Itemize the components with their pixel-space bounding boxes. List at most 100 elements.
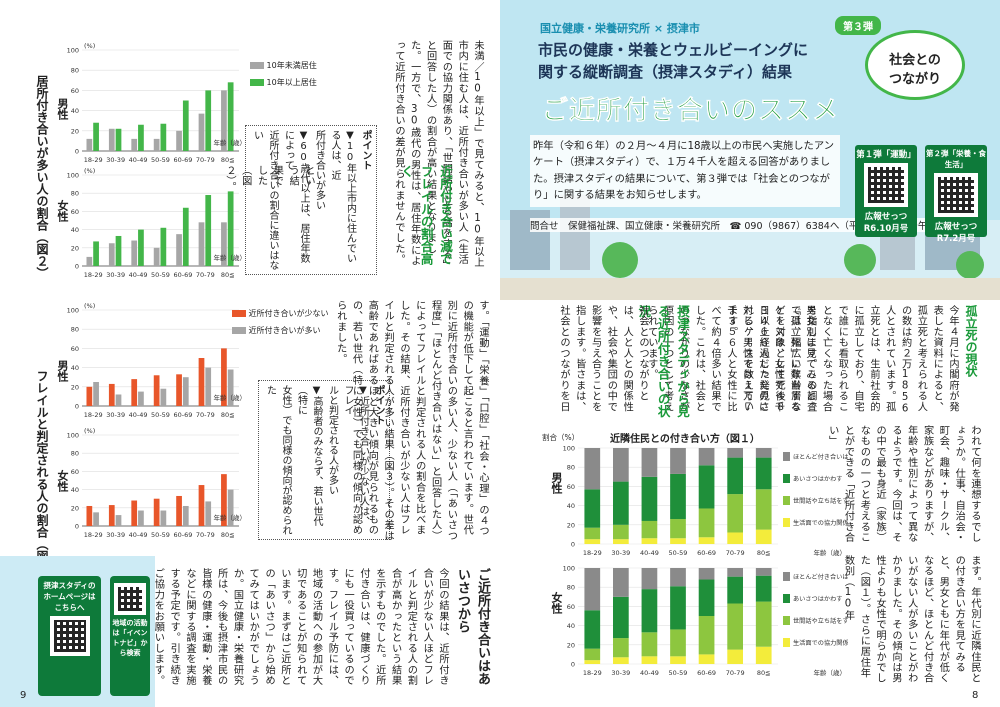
x-tick-label: 70-79 xyxy=(726,669,745,677)
stacked-bar-segment xyxy=(727,457,743,495)
bar xyxy=(182,377,189,406)
heading-study: 摂津スタディから見る近所付き合いの状況 xyxy=(636,305,690,418)
page-9: 居所付き合いが多い人の割合（図２） 男性 女性 0 20 40 60 80 100 (%) 1… xyxy=(0,0,500,707)
x-unit-label: 年齢（歳） xyxy=(214,513,247,522)
point-box-3: ポイント ▼近所付き合いが少ない人は、フレイ ルと判定される人が多い ▼高齢者の… xyxy=(258,380,390,540)
bar xyxy=(227,489,234,526)
bar xyxy=(227,191,234,266)
heading-greeting: ご近所付き合いはあいさつから xyxy=(454,568,490,685)
legend-label: 生活面での協力関係あり xyxy=(793,639,848,647)
stacked-bar-segment xyxy=(670,538,686,544)
chart2-female: 0 20 40 60 80 100 (%) 18-29 30-39 40-49 50-59 60-69… xyxy=(62,165,247,280)
hp-link[interactable]: 摂津スタディのホームページはこちらへ xyxy=(38,576,101,696)
legend-swatch xyxy=(783,638,790,647)
body-isolation: 今年４月に内閣府が発表した資料によると、孤立死と考えられる人の数は約２万1856… xyxy=(725,305,958,416)
stacked-bar-segment xyxy=(670,568,686,587)
x-tick-label: 60-69 xyxy=(697,669,716,677)
y-tick-label: 100 xyxy=(67,307,79,315)
bar xyxy=(182,207,189,266)
y-tick-label: 0 xyxy=(571,661,575,669)
x-tick-label: 50-59 xyxy=(151,531,170,539)
bar xyxy=(182,100,189,151)
stacked-bar-segment xyxy=(613,539,629,544)
body-isolation-2: 男女別に見てみると、「孤立死」に数当するケースは、女性で４千３４６６人だったのに… xyxy=(645,305,815,412)
y-tick-label: 40 xyxy=(71,364,79,372)
stacked-bar-segment xyxy=(613,448,629,482)
stacked-bar-segment xyxy=(755,568,772,576)
bar xyxy=(221,474,227,526)
legend-label: ほとんど付き合いはない xyxy=(793,453,848,461)
heading-frail: 近所付き合い減でフレイルの割合高く xyxy=(399,165,453,265)
org-line: 国立健康・栄養研究所 × 摂津市 xyxy=(540,22,700,35)
y-unit-label: (%) xyxy=(84,302,95,310)
stacked-bar-segment xyxy=(641,520,658,539)
x-tick-label: 80≦ xyxy=(757,669,771,677)
point-line: 所付き合いが多い xyxy=(313,130,325,210)
x-tick-label: 40-49 xyxy=(129,411,148,419)
chart3-female: 0 20 40 60 80 100 (%) 18-29 30-39 40-49 50-59 60-69… xyxy=(62,425,247,540)
bar xyxy=(205,90,212,151)
x-tick-label: 80≦ xyxy=(221,411,235,419)
header-banner: 国立健康・栄養研究所 × 摂津市 市民の健康・栄養とウェルビーイングに 関する縦… xyxy=(500,0,1000,300)
x-tick-label: 30-39 xyxy=(106,531,125,539)
stacked-bar-segment xyxy=(613,524,629,540)
bar xyxy=(198,485,205,526)
point-title: ポイント xyxy=(373,385,384,425)
legend-item: 10年未満居住 xyxy=(250,60,317,71)
y-tick-label: 0 xyxy=(75,148,79,156)
bar xyxy=(153,138,160,151)
stacked-bar-segment xyxy=(698,448,715,466)
y-tick-label: 100 xyxy=(67,47,79,55)
x-tick-label: 40-49 xyxy=(129,271,148,279)
chart1-female-label: 女性 xyxy=(550,592,563,614)
legend-swatch xyxy=(783,474,790,483)
legend-swatch xyxy=(783,452,790,461)
y-tick-label: 40 xyxy=(71,107,79,115)
y-tick-label: 20 xyxy=(71,504,79,512)
x-tick-label: 30-39 xyxy=(106,156,125,164)
legend-swatch xyxy=(783,594,790,603)
qr-issue-2[interactable]: 第２弾「栄養・食生活」 広報せっつ R7.2月号 xyxy=(925,145,987,244)
stacked-bar-segment xyxy=(584,610,601,649)
bar xyxy=(153,375,160,406)
stacked-bar-segment xyxy=(727,568,743,577)
stacked-bar-segment xyxy=(584,448,601,490)
stacked-bar-segment xyxy=(727,448,743,458)
bar xyxy=(93,122,99,151)
bar xyxy=(160,388,167,406)
point-line: ▼近所付き合いが少ない人は、フレイ xyxy=(342,385,369,526)
legend-label: あいさつはかわす xyxy=(793,596,843,603)
page-8: 国立健康・栄養研究所 × 摂津市 市民の健康・栄養とウェルビーイングに 関する縦… xyxy=(500,0,1000,707)
x-tick-label: 30-39 xyxy=(106,271,125,279)
x-tick-label: 18-29 xyxy=(84,156,103,164)
y-tick-label: 40 xyxy=(567,502,575,510)
theme-badge: 社会との つながり xyxy=(865,30,965,100)
event-link[interactable]: 地域の活動は「イベントナビ」から検索 xyxy=(110,576,150,696)
legend-swatch xyxy=(783,572,790,581)
y-tick-label: 0 xyxy=(75,523,79,531)
y-tick-label: 60 xyxy=(71,87,79,95)
stacked-bar-segment xyxy=(670,519,686,539)
qr-code-icon xyxy=(49,616,90,656)
series-badge: 第３弾 xyxy=(835,16,881,35)
text-span: ます。年代別に近隣住民との付き合い方を見てみると、男女ともに年代が低くなるほど、… xyxy=(889,555,980,684)
bar xyxy=(138,124,144,151)
y-tick-label: 60 xyxy=(71,468,79,476)
y-tick-label: 60 xyxy=(71,208,79,216)
text-span: その傾向は男性よりも女性で明らかでした（図１）。さらに居住年数別（10年 xyxy=(842,555,901,684)
stacked-bar-segment xyxy=(698,654,715,664)
stacked-bar-segment xyxy=(727,649,743,664)
point-box-2: ポイント ▼10年以上市内に住んでいる人は、近 所付き合いが多い ▼60歳代以上… xyxy=(245,125,377,275)
x-unit-label: 年齢（歳） xyxy=(214,138,247,147)
bar xyxy=(153,247,160,266)
chart2-title: 居所付き合いが多い人の割合（図２） xyxy=(35,75,49,279)
bar xyxy=(138,510,144,526)
bar xyxy=(115,128,122,151)
bar xyxy=(138,391,144,406)
qr-issue-1[interactable]: 第１弾「運動」 広報せっつ R6.10月号 xyxy=(855,145,917,237)
y-tick-label: 80 xyxy=(71,450,79,458)
stacked-bar-segment xyxy=(727,603,743,650)
chart1-male-label: 男性 xyxy=(550,472,563,494)
legend-swatch xyxy=(783,496,790,505)
y-tick-label: 0 xyxy=(75,263,79,271)
